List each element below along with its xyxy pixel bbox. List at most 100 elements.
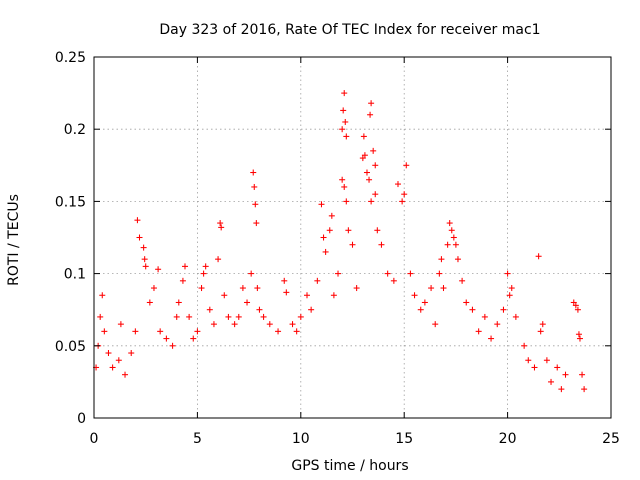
- data-point: [450, 234, 457, 241]
- data-point: [289, 321, 296, 328]
- data-point: [99, 292, 106, 299]
- data-point: [342, 118, 349, 125]
- data-point: [281, 277, 288, 284]
- data-point: [314, 277, 321, 284]
- data-point: [508, 285, 515, 292]
- y-tick-label: 0.2: [64, 122, 86, 138]
- data-point: [403, 162, 410, 169]
- data-point: [235, 313, 242, 320]
- data-point: [475, 328, 482, 335]
- data-point: [349, 241, 356, 248]
- data-point: [194, 328, 201, 335]
- data-point: [394, 181, 401, 188]
- data-point: [339, 126, 346, 133]
- data-point: [239, 285, 246, 292]
- data-point: [150, 285, 157, 292]
- data-point: [210, 321, 217, 328]
- y-tick-label: 0.1: [64, 267, 86, 283]
- data-point: [283, 289, 290, 296]
- y-tick-label: 0.25: [55, 50, 86, 66]
- data-point: [206, 306, 213, 313]
- data-point: [253, 220, 260, 227]
- data-point: [322, 248, 329, 255]
- data-point: [366, 176, 373, 183]
- data-point: [446, 220, 453, 227]
- data-point: [438, 256, 445, 263]
- data-point: [175, 299, 182, 306]
- data-point: [97, 313, 104, 320]
- data-point: [574, 306, 581, 313]
- data-point: [198, 285, 205, 292]
- data-point: [109, 364, 116, 371]
- data-point: [360, 133, 367, 140]
- data-point: [163, 335, 170, 342]
- data-point: [537, 328, 544, 335]
- data-point: [378, 241, 385, 248]
- data-point: [326, 227, 333, 234]
- data-point: [297, 313, 304, 320]
- data-point: [330, 292, 337, 299]
- data-point: [341, 183, 348, 190]
- data-point: [436, 270, 443, 277]
- data-point: [367, 111, 374, 118]
- data-point: [215, 256, 222, 263]
- data-point: [558, 386, 565, 393]
- data-point: [543, 357, 550, 364]
- data-point: [231, 321, 238, 328]
- data-point: [554, 364, 561, 371]
- data-point: [535, 253, 542, 260]
- data-point: [407, 270, 414, 277]
- data-point: [173, 313, 180, 320]
- data-point: [134, 217, 141, 224]
- x-axis-label: GPS time / hours: [291, 458, 408, 474]
- data-point: [341, 90, 348, 97]
- data-point: [525, 357, 532, 364]
- y-tick-label: 0.05: [55, 339, 86, 355]
- data-point: [454, 256, 461, 263]
- x-tick-label: 10: [292, 431, 310, 447]
- x-tick-label: 0: [90, 431, 99, 447]
- data-point: [363, 169, 370, 176]
- y-axis-ticks: 0 0.05 0.1 0.15 0.2 0.25: [55, 50, 611, 427]
- data-point: [254, 285, 261, 292]
- data-point: [562, 371, 569, 378]
- data-point: [266, 321, 273, 328]
- data-point: [343, 198, 350, 205]
- y-tick-label: 0: [77, 411, 86, 427]
- x-tick-label: 15: [395, 431, 413, 447]
- data-point: [179, 277, 186, 284]
- x-tick-label: 5: [193, 431, 202, 447]
- data-point: [500, 306, 507, 313]
- y-tick-label: 0.15: [55, 194, 86, 210]
- data-point: [390, 277, 397, 284]
- data-point: [181, 263, 188, 270]
- data-point: [335, 270, 342, 277]
- data-point: [293, 328, 300, 335]
- data-point: [122, 371, 129, 378]
- data-point: [190, 335, 197, 342]
- data-point: [469, 306, 476, 313]
- data-point: [345, 227, 352, 234]
- data-point: [136, 234, 143, 241]
- data-point: [304, 292, 311, 299]
- x-tick-label: 25: [602, 431, 620, 447]
- data-point: [186, 313, 193, 320]
- data-point: [157, 328, 164, 335]
- data-point: [200, 270, 207, 277]
- data-point: [372, 162, 379, 169]
- data-point: [512, 313, 519, 320]
- data-point: [572, 302, 579, 309]
- data-point: [256, 306, 263, 313]
- data-point: [115, 357, 122, 364]
- data-point: [252, 201, 259, 208]
- data-point: [225, 313, 232, 320]
- data-point: [340, 107, 347, 114]
- data-point: [548, 378, 555, 385]
- data-point: [539, 321, 546, 328]
- data-point: [384, 270, 391, 277]
- data-point: [575, 331, 582, 338]
- chart-title: Day 323 of 2016, Rate Of TEC Index for r…: [159, 22, 540, 38]
- data-point: [432, 321, 439, 328]
- data-point: [463, 299, 470, 306]
- data-point: [411, 292, 418, 299]
